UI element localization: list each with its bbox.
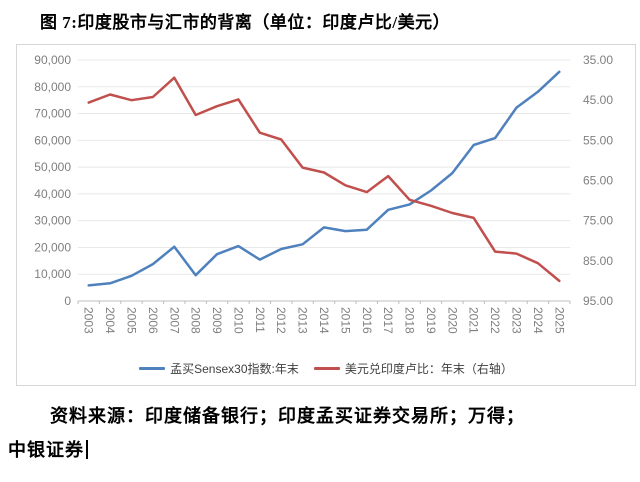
svg-text:2005: 2005 <box>125 307 139 334</box>
chart-plot: 0 10,000 20,000 30,000 40,000 50,000 60,000 70,… <box>34 53 613 334</box>
svg-text:50,000: 50,000 <box>34 160 71 174</box>
svg-text:70,000: 70,000 <box>34 107 71 121</box>
svg-text:2011: 2011 <box>253 307 267 333</box>
text-cursor <box>86 440 88 459</box>
legend-usdinr-label: 美元兑印度卢比：年末（右轴） <box>344 362 513 376</box>
source-line-2-text: 中银证券 <box>8 440 84 460</box>
svg-text:60,000: 60,000 <box>34 133 71 147</box>
source-note: 资料来源：印度储备银行；印度孟买证券交易所；万得； 中银证券 <box>0 399 640 467</box>
svg-text:90,000: 90,000 <box>34 53 71 67</box>
chart-legend: 孟买Sensex30指数:年末 美元兑印度卢比：年末（右轴） <box>17 360 635 377</box>
svg-text:80,000: 80,000 <box>34 80 71 94</box>
svg-text:2013: 2013 <box>296 307 310 334</box>
svg-text:2024: 2024 <box>531 307 545 334</box>
svg-text:2023: 2023 <box>510 307 524 334</box>
source-line-1: 资料来源：印度储备银行；印度孟买证券交易所；万得； <box>50 406 525 426</box>
svg-text:2022: 2022 <box>488 307 502 334</box>
legend-sensex-label: 孟买Sensex30指数:年末 <box>170 362 299 376</box>
svg-text:30,000: 30,000 <box>34 214 71 228</box>
svg-text:2004: 2004 <box>103 307 117 334</box>
svg-text:2006: 2006 <box>146 307 160 334</box>
svg-text:2010: 2010 <box>231 307 245 334</box>
svg-text:2015: 2015 <box>338 307 352 334</box>
svg-text:40,000: 40,000 <box>34 187 71 201</box>
source-line-2: 中银证券 <box>8 433 640 467</box>
svg-text:2021: 2021 <box>467 307 481 334</box>
svg-text:2017: 2017 <box>381 307 395 334</box>
svg-text:2019: 2019 <box>424 307 438 334</box>
svg-text:2009: 2009 <box>210 307 224 334</box>
svg-text:2008: 2008 <box>189 307 203 334</box>
svg-text:85.00: 85.00 <box>583 254 613 268</box>
svg-text:20,000: 20,000 <box>34 240 71 254</box>
svg-text:2016: 2016 <box>360 307 374 334</box>
svg-text:65.00: 65.00 <box>583 174 613 188</box>
svg-text:2018: 2018 <box>403 307 417 334</box>
figure-title: 图 7:印度股市与汇市的背离（单位：印度卢比/美元） <box>40 13 451 32</box>
chart-container[interactable]: 0 10,000 20,000 30,000 40,000 50,000 60,000 70,… <box>16 44 636 386</box>
legend-usdinr-line-swatch <box>313 367 340 370</box>
svg-text:55.00: 55.00 <box>583 133 613 147</box>
svg-text:75.00: 75.00 <box>583 214 613 228</box>
svg-text:2014: 2014 <box>317 307 331 334</box>
svg-text:2007: 2007 <box>167 307 181 334</box>
legend-sensex-line-swatch <box>139 367 166 370</box>
svg-text:95.00: 95.00 <box>583 294 613 308</box>
svg-text:35.00: 35.00 <box>583 53 613 67</box>
svg-text:2012: 2012 <box>274 307 288 334</box>
svg-text:10,000: 10,000 <box>34 267 71 281</box>
svg-text:2003: 2003 <box>82 307 96 334</box>
svg-text:2020: 2020 <box>445 307 459 334</box>
svg-text:45.00: 45.00 <box>583 93 613 107</box>
svg-text:0: 0 <box>64 294 71 308</box>
svg-text:2025: 2025 <box>552 307 566 334</box>
